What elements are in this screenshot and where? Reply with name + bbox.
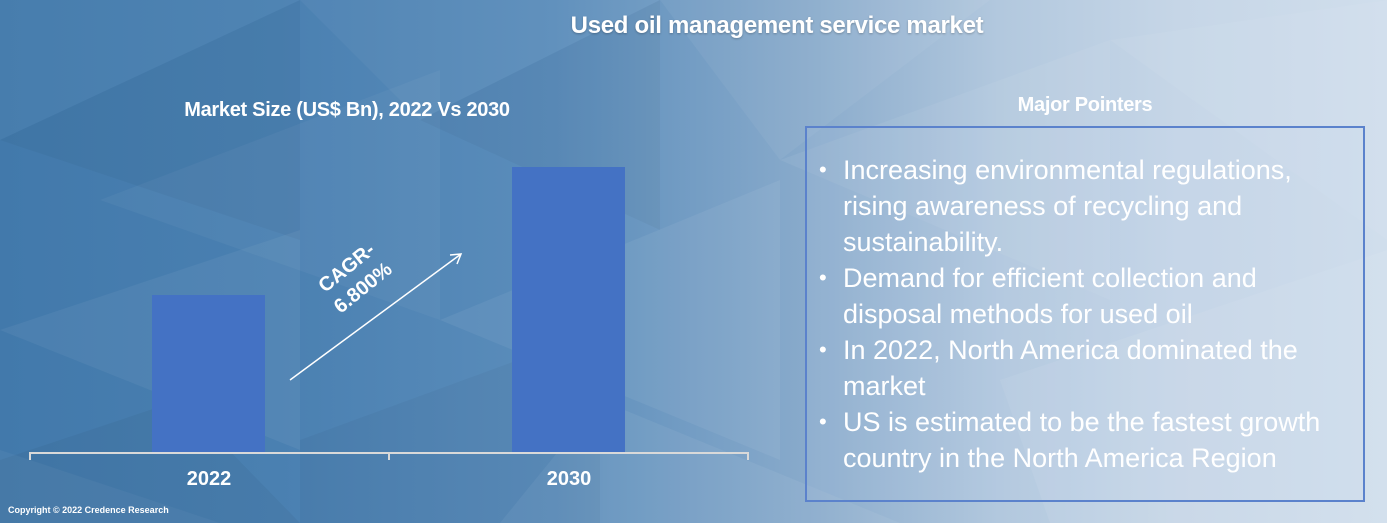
copyright-notice: Copyright © 2022 Credence Research (8, 505, 169, 515)
pointer-text: In 2022, North America dominated the mar… (843, 335, 1298, 401)
chart-title: Market Size (US$ Bn), 2022 Vs 2030 (184, 99, 510, 121)
bar-2030 (512, 167, 625, 452)
page-title: Used oil management service market (570, 12, 984, 39)
pointer-item: • Increasing environmental regulations, … (815, 152, 1355, 260)
pointers-list: • Increasing environmental regulations, … (815, 152, 1355, 476)
pointer-item: • In 2022, North America dominated the m… (815, 332, 1355, 404)
x-axis-tick (29, 452, 31, 460)
pointer-text: Increasing environmental regulations, ri… (843, 155, 1292, 257)
x-axis-tick (747, 452, 749, 460)
bullet-icon: • (819, 337, 827, 362)
pointer-text: US is estimated to be the fastest growth… (843, 407, 1321, 473)
x-label-2030: 2030 (546, 468, 592, 490)
pointer-item: • Demand for efficient collection and di… (815, 260, 1355, 332)
pointer-item: • US is estimated to be the fastest grow… (815, 404, 1355, 476)
pointers-title: Major Pointers (1017, 94, 1153, 116)
bullet-icon: • (819, 157, 827, 182)
x-label-2022: 2022 (186, 468, 232, 490)
major-pointers-box: • Increasing environmental regulations, … (805, 126, 1365, 502)
pointer-text: Demand for efficient collection and disp… (843, 263, 1257, 329)
bullet-icon: • (819, 409, 827, 434)
growth-arrow-icon (289, 253, 463, 381)
bullet-icon: • (819, 265, 827, 290)
bar-2022 (152, 295, 265, 452)
x-axis-tick (388, 452, 390, 460)
